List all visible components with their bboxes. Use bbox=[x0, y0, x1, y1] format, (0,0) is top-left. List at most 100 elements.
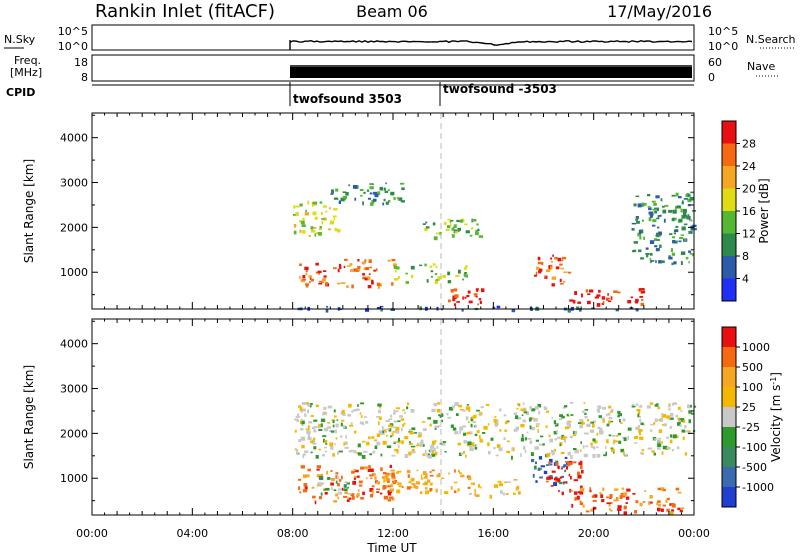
heatmap-cell bbox=[394, 480, 398, 483]
heatmap-cell bbox=[663, 423, 667, 427]
heatmap-cell bbox=[447, 271, 451, 276]
heatmap-cell bbox=[495, 419, 499, 424]
heatmap-cell bbox=[306, 402, 309, 405]
velocity-panel: 1000 2000 3000 4000 Slant Range [km] 1000 50… bbox=[22, 318, 783, 516]
heatmap-cell bbox=[310, 415, 315, 417]
heatmap-cell bbox=[308, 425, 310, 429]
heatmap-cell bbox=[394, 448, 399, 452]
heatmap-cell bbox=[418, 434, 422, 437]
heatmap-cell bbox=[362, 273, 365, 276]
heatmap-cell bbox=[687, 430, 690, 433]
heatmap-cell bbox=[664, 204, 669, 207]
heatmap-cell bbox=[315, 262, 319, 266]
heatmap-cell bbox=[314, 216, 318, 220]
heatmap-cell bbox=[573, 491, 578, 495]
heatmap-cell bbox=[522, 402, 525, 406]
heatmap-cell bbox=[653, 203, 657, 206]
heatmap-cell bbox=[639, 295, 644, 298]
heatmap-cell bbox=[458, 452, 462, 456]
heatmap-cell bbox=[671, 417, 674, 420]
heatmap-cell bbox=[581, 293, 583, 298]
heatmap-cell bbox=[587, 300, 591, 305]
heatmap-cell bbox=[687, 404, 691, 409]
heatmap-cell bbox=[377, 421, 380, 426]
heatmap-cell bbox=[391, 472, 395, 476]
heatmap-cell bbox=[550, 257, 553, 260]
heatmap-cell bbox=[622, 418, 626, 422]
heatmap-cell bbox=[672, 503, 676, 508]
heatmap-cell bbox=[673, 230, 679, 233]
heatmap-cell bbox=[599, 427, 603, 432]
heatmap-cell bbox=[566, 413, 569, 416]
heatmap-cell bbox=[323, 217, 327, 221]
heatmap-cell bbox=[362, 201, 364, 206]
heatmap-cell bbox=[479, 412, 482, 417]
heatmap-cell bbox=[419, 443, 423, 447]
heatmap-cell bbox=[383, 198, 386, 202]
heatmap-cell bbox=[623, 437, 627, 442]
heatmap-cell bbox=[598, 289, 601, 293]
heatmap-cell bbox=[475, 231, 479, 236]
heatmap-cell bbox=[422, 223, 426, 225]
heatmap-cell bbox=[333, 500, 338, 503]
heatmap-cell bbox=[445, 229, 450, 232]
heatmap-cell bbox=[548, 452, 551, 455]
heatmap-cell bbox=[299, 407, 303, 411]
heatmap-cell bbox=[430, 482, 433, 486]
heatmap-cell bbox=[606, 423, 610, 427]
heatmap-cell bbox=[357, 403, 359, 407]
heatmap-cell bbox=[591, 495, 595, 498]
heatmap-cell bbox=[396, 489, 401, 494]
heatmap-cell bbox=[371, 485, 375, 488]
heatmap-cell bbox=[353, 475, 357, 479]
heatmap-cell bbox=[323, 406, 327, 410]
freq-right-tick-top: 60 bbox=[708, 56, 722, 69]
heatmap-cell bbox=[480, 486, 482, 489]
noise-left-label: N.Sky bbox=[4, 33, 36, 46]
heatmap-cell bbox=[366, 189, 370, 192]
heatmap-cell bbox=[359, 484, 363, 487]
heatmap-cell bbox=[676, 435, 679, 438]
heatmap-cell bbox=[569, 490, 573, 492]
heatmap-cell bbox=[469, 492, 472, 495]
heatmap-cell bbox=[300, 428, 304, 431]
heatmap-cell bbox=[583, 432, 589, 435]
heatmap-cell bbox=[676, 446, 680, 450]
heatmap-cell bbox=[580, 487, 585, 492]
heatmap-cell bbox=[375, 416, 380, 418]
heatmap-cell bbox=[589, 429, 595, 433]
heatmap-cell bbox=[404, 454, 409, 458]
heatmap-cell bbox=[557, 257, 562, 262]
heatmap-cell bbox=[309, 403, 312, 408]
heatmap-cell bbox=[513, 412, 518, 415]
heatmap-cell bbox=[391, 282, 394, 286]
heatmap-cell bbox=[655, 195, 660, 199]
heatmap-cell bbox=[641, 299, 644, 301]
heatmap-cell bbox=[502, 492, 505, 496]
heatmap-cell bbox=[656, 502, 659, 506]
heatmap-cell bbox=[560, 451, 565, 455]
heatmap-cell bbox=[379, 416, 382, 420]
heatmap-cell bbox=[680, 261, 683, 265]
heatmap-cell bbox=[490, 437, 494, 441]
heatmap-cell bbox=[617, 415, 620, 418]
heatmap-cell bbox=[515, 415, 519, 420]
heatmap-cell bbox=[392, 480, 394, 483]
heatmap-cell bbox=[437, 402, 440, 405]
colorbar-segment bbox=[722, 407, 736, 427]
y-tick-label: 1000 bbox=[60, 472, 88, 485]
heatmap-cell bbox=[690, 191, 694, 194]
heatmap-cell bbox=[382, 440, 387, 445]
heatmap-cell bbox=[681, 226, 686, 231]
heatmap-cell bbox=[518, 491, 521, 495]
heatmap-cell bbox=[563, 439, 566, 443]
heatmap-cell bbox=[302, 275, 306, 279]
heatmap-cell bbox=[674, 229, 679, 231]
heatmap-cell bbox=[433, 236, 438, 241]
heatmap-cell bbox=[389, 464, 392, 468]
heatmap-cell bbox=[684, 452, 688, 456]
heatmap-cell bbox=[298, 478, 302, 481]
heatmap-cell bbox=[546, 453, 551, 457]
heatmap-cell bbox=[340, 422, 343, 427]
heatmap-cell bbox=[401, 187, 405, 191]
